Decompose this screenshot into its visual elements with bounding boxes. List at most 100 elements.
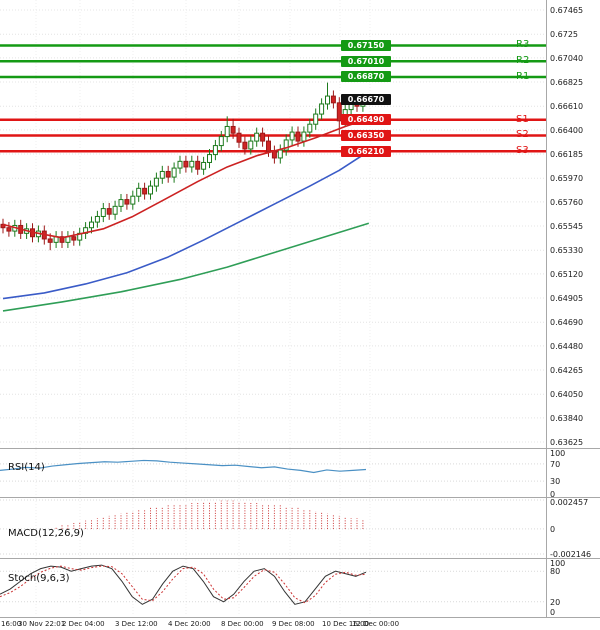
stoch-d-line: [0, 565, 367, 604]
price-tick-label: 0.64265: [550, 366, 584, 376]
ma-mid-line: [2, 150, 370, 300]
price-tick-label: 0.63625: [550, 438, 584, 448]
time-axis-label: 8 Dec 00:00: [221, 620, 264, 628]
pivot-name-R3: R3: [516, 39, 530, 51]
price-label-R1: 0.66870: [341, 71, 391, 83]
price-tick-label: 0.67465: [550, 6, 584, 15]
candle-down: [295, 131, 301, 142]
macd-tick-label: 0.002457: [550, 498, 589, 507]
candle-up: [89, 221, 94, 229]
macd-tick-label: -0.002146: [550, 550, 592, 559]
candle-down: [124, 199, 130, 205]
ma-slow-line: [2, 222, 370, 312]
candle-up: [153, 177, 159, 187]
candle-down: [183, 160, 189, 168]
candle-down: [260, 132, 266, 142]
pivot-name-S3: S3: [516, 145, 529, 157]
price-label-S1: 0.66490: [341, 114, 391, 126]
candle-up: [118, 199, 124, 207]
candle-down: [336, 102, 342, 122]
time-axis-label: 12 Dec 00:00: [352, 620, 400, 628]
candle-up: [148, 185, 153, 195]
candle-down: [330, 95, 336, 104]
candle-down: [230, 125, 236, 134]
macd-label: MACD(12,26,9): [8, 528, 84, 539]
candle-down: [71, 236, 77, 241]
candle-up: [201, 161, 207, 170]
pivot-name-S1: S1: [516, 113, 529, 125]
price-tick-label: 0.66185: [550, 150, 584, 160]
candle-up: [136, 187, 142, 197]
time-axis-label: 10 Dec 16:00: [322, 620, 370, 628]
candle-up: [177, 160, 183, 169]
pivot-name-S2: S2: [516, 129, 529, 141]
candle-down: [47, 238, 53, 243]
candle-up: [224, 125, 230, 138]
time-axis-label: 3 Dec 12:00: [115, 620, 158, 628]
rsi-chart: [0, 449, 546, 496]
candle-up: [248, 140, 254, 150]
time-axis: 16:00 30 Nov 22:01 2 Dec 04:00 3 Dec 12:00 4…: [0, 619, 600, 630]
price-tick-label: 0.6725: [550, 30, 578, 40]
candle-up: [130, 195, 136, 205]
price-tick-label: 0.64690: [550, 318, 584, 328]
price-tick-label: 0.63840: [550, 413, 584, 423]
candle-down: [165, 170, 171, 178]
price-tick-label: 0.64050: [550, 390, 584, 400]
price-label-current: 0.66670: [341, 93, 391, 105]
candle-up: [218, 136, 224, 147]
rsi-line: [0, 459, 367, 474]
candle-up: [307, 123, 313, 133]
rsi-tick-label: 70: [550, 459, 561, 469]
candle-up: [159, 170, 165, 179]
price-tick-label: 0.65970: [550, 174, 584, 184]
price-tick-label: 0.65760: [550, 197, 584, 207]
candle-down: [242, 141, 248, 150]
time-axis-label: 2 Dec 04:00: [62, 620, 105, 628]
candle-up: [325, 95, 330, 105]
price-tick-label: 0.65330: [550, 246, 584, 256]
candle-down: [59, 236, 65, 243]
stoch-tick-label: 0: [550, 608, 556, 617]
candle-up: [207, 154, 212, 163]
stoch-chart: [0, 559, 546, 616]
candle-up: [100, 208, 106, 217]
price-tick-label: 0.66610: [550, 102, 584, 112]
time-axis-label: 30 Nov 22:01: [18, 620, 66, 628]
stoch-tick-label: 80: [550, 567, 561, 577]
candle-up: [313, 113, 319, 125]
macd-chart: [0, 498, 546, 557]
candle-up: [319, 103, 325, 115]
price-label-S3: 0.66210: [341, 145, 391, 157]
candle-down: [6, 227, 12, 232]
candle-down: [142, 187, 148, 195]
price-tick-label: 0.67040: [550, 53, 584, 63]
time-axis-label: 9 Dec 08:00: [272, 620, 315, 628]
price-label-S2: 0.66350: [341, 129, 391, 141]
price-label-R3: 0.67150: [341, 39, 391, 51]
panel-separator: [0, 558, 600, 559]
candle-up: [289, 131, 295, 141]
time-axis-label: 4 Dec 20:00: [168, 620, 211, 628]
candle-down: [236, 132, 242, 143]
panel-separator: [0, 448, 600, 449]
price-tick-label: 0.65120: [550, 269, 584, 279]
rsi-label: RSI(14): [8, 462, 45, 473]
rsi-tick-label: 0: [550, 490, 556, 499]
candle-down: [106, 208, 112, 215]
time-axis-label: 16:00: [1, 620, 22, 628]
panel-separator: [0, 497, 600, 498]
price-tick-label: 0.64480: [550, 341, 584, 351]
price-tick-label: 0.66825: [550, 78, 584, 88]
candle-up: [189, 160, 195, 168]
stoch-tick-label: 20: [550, 597, 561, 607]
price-label-R2: 0.67010: [341, 55, 391, 67]
price-tick-label: 0.66400: [550, 125, 584, 135]
candle-up: [171, 167, 177, 178]
pivot-name-R2: R2: [516, 55, 530, 67]
candle-down: [195, 160, 201, 170]
candle-up: [112, 205, 118, 215]
price-tick-label: 0.65545: [550, 222, 584, 232]
